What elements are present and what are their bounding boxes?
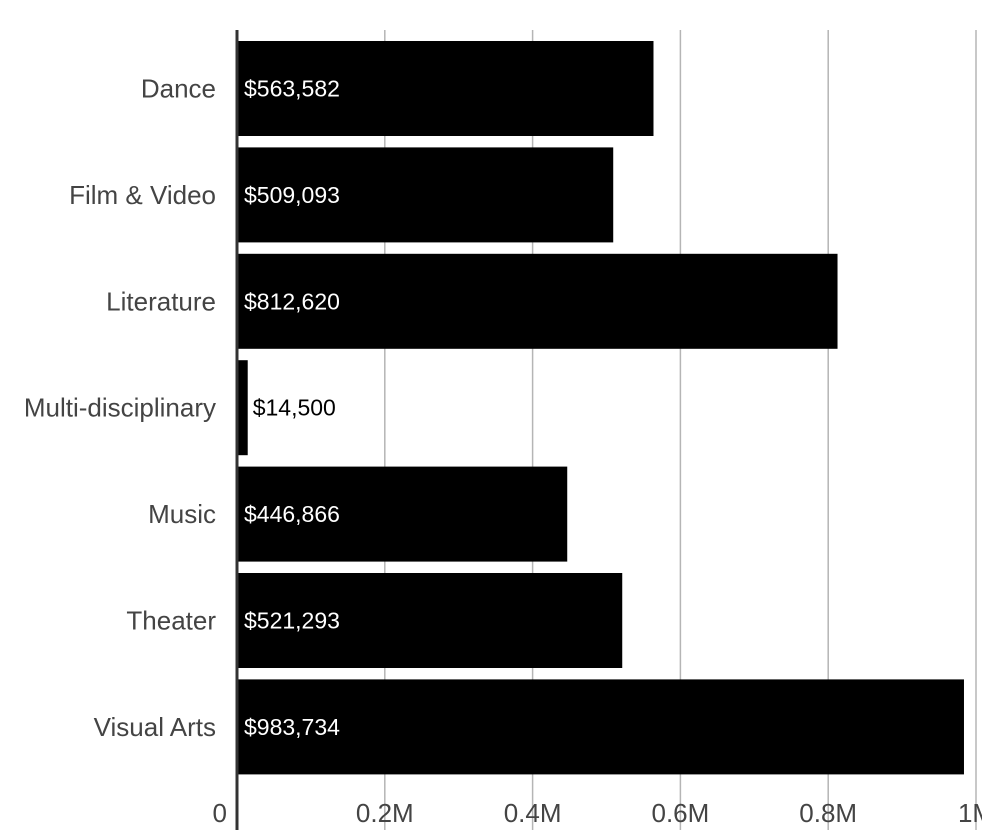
bar (237, 253, 838, 349)
x-tick-label: 0.8M (799, 798, 857, 828)
category-label: Literature (106, 286, 216, 316)
x-tick-label: 0.4M (504, 798, 562, 828)
data-label: $446,866 (244, 501, 340, 527)
data-label: $509,093 (244, 182, 340, 208)
x-tick-label: 0.2M (356, 798, 414, 828)
category-label: Multi-disciplinary (24, 393, 216, 423)
x-tick-label: 0.6M (651, 798, 709, 828)
x-tick-label: 1M (958, 798, 982, 828)
bar (237, 41, 654, 136)
data-label: $563,582 (244, 76, 340, 102)
category-label: Film & Video (69, 180, 216, 210)
data-label: $983,734 (244, 714, 340, 740)
category-label: Visual Arts (94, 712, 216, 742)
data-label: $812,620 (244, 288, 340, 314)
data-label: $14,500 (253, 395, 336, 421)
bar (237, 466, 568, 562)
bar (237, 573, 623, 668)
bar (237, 360, 248, 456)
bars: $563,582 $509,093 $812,620 $14,500 $446,866 $… (237, 41, 964, 775)
x-tick-labels: 0 0.2M 0.4M 0.6M 0.8M 1M (213, 798, 982, 828)
bar (237, 679, 964, 775)
data-label: $521,293 (244, 608, 340, 634)
category-label: Dance (141, 74, 216, 104)
category-label: Music (148, 499, 216, 529)
category-label: Theater (126, 606, 216, 636)
category-labels: Dance Film & Video Literature Multi-discipl… (24, 74, 216, 742)
bar (237, 147, 614, 243)
x-tick-label: 0 (213, 798, 227, 828)
